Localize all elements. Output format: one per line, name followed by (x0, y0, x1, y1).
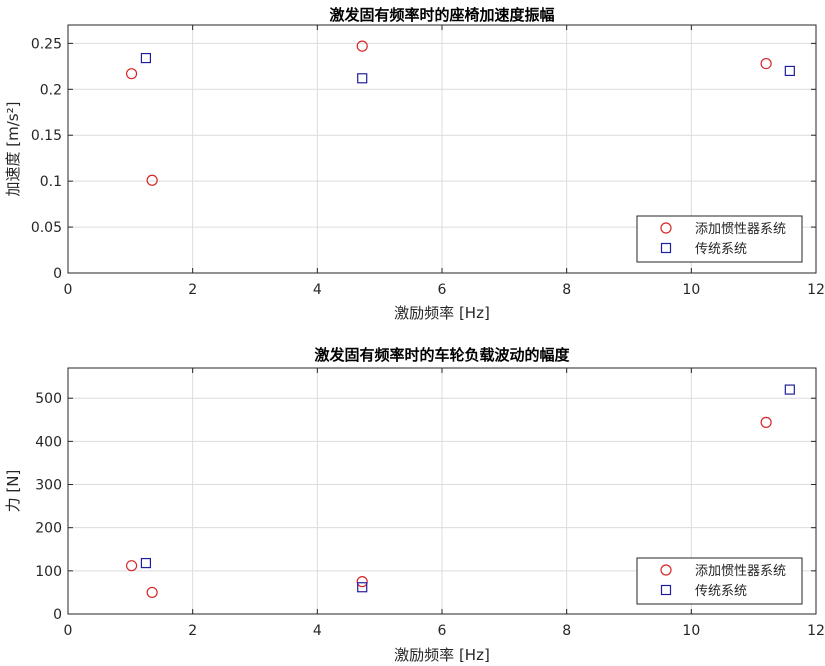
axes-box (67, 24, 817, 274)
legend-label: 传统系统 (695, 242, 747, 257)
data-point-circle (356, 576, 368, 588)
y-tick-label: 0.15 (31, 128, 62, 144)
legend-marker-square (660, 584, 672, 596)
x-tick-label: 6 (438, 623, 447, 639)
data-point-square (140, 557, 152, 569)
data-point-square (357, 582, 368, 593)
y-tick-label: 0 (53, 266, 62, 282)
legend-label: 传统系统 (695, 584, 747, 599)
y-tick-label: 500 (35, 391, 62, 407)
legend-marker-circle (660, 222, 672, 234)
y-tick-label: 0.25 (31, 36, 62, 52)
y-tick-label: 0 (53, 607, 62, 623)
y-tick-label: 400 (35, 434, 62, 450)
legend-marker-square (660, 242, 672, 254)
legend-label: 添加惯性器系统 (695, 221, 786, 237)
data-point-circle (146, 586, 158, 599)
data-point-circle (356, 40, 368, 52)
data-point-circle (125, 560, 138, 572)
data-point-square (140, 52, 152, 64)
data-point-square (784, 384, 795, 395)
y-tick-label: 0.1 (40, 174, 62, 190)
x-axis-label: 激励频率 [Hz] (394, 646, 490, 664)
x-tick-label: 4 (313, 282, 322, 298)
x-tick-label: 12 (807, 282, 825, 298)
x-tick-label: 8 (562, 282, 571, 298)
x-tick-label: 10 (682, 282, 700, 298)
data-point-circle (760, 57, 772, 70)
x-tick-label: 4 (313, 623, 322, 639)
chart-1: 0 2 4 6 8 10 12 0 0.05 0.1 0.15 0.2 0.25 激发固有频率时的座椅加速… (4, 6, 825, 322)
data-point-circle (146, 174, 158, 186)
axes-box (67, 367, 817, 615)
chart-title: 激发固有频率时的座椅加速度振幅 (329, 6, 554, 24)
x-tick-label: 6 (438, 282, 447, 298)
x-tick-label: 2 (188, 282, 197, 298)
x-tick-label: 8 (562, 623, 571, 639)
data-point-circle (760, 416, 772, 428)
x-tick-label: 0 (64, 623, 73, 639)
y-tick-label: 0.2 (40, 82, 62, 98)
y-tick-label: 100 (35, 564, 62, 580)
x-tick-label: 0 (64, 282, 73, 298)
chart-2: 0 2 4 6 8 10 12 0 100 200 300 400 500 激发固有频率时的车轮负载波动的… (4, 346, 825, 664)
legend-marker-circle (660, 564, 672, 576)
x-tick-label: 10 (682, 623, 700, 639)
data-point-square (357, 73, 368, 84)
data-point-circle (125, 68, 138, 80)
y-axis-label: 力 [N] (4, 470, 22, 513)
chart-title: 激发固有频率时的车轮负载波动的幅度 (314, 346, 570, 364)
y-tick-label: 300 (35, 478, 62, 494)
y-tick-label: 0.05 (31, 220, 62, 236)
y-tick-label: 200 (35, 521, 62, 537)
x-tick-label: 2 (188, 623, 197, 639)
x-axis-label: 激励频率 [Hz] (394, 304, 490, 322)
x-tick-label: 12 (807, 623, 825, 639)
y-axis-label: 加速度 [m/s²] (4, 102, 22, 197)
legend-label: 添加惯性器系统 (695, 563, 786, 579)
data-point-square (784, 65, 795, 77)
